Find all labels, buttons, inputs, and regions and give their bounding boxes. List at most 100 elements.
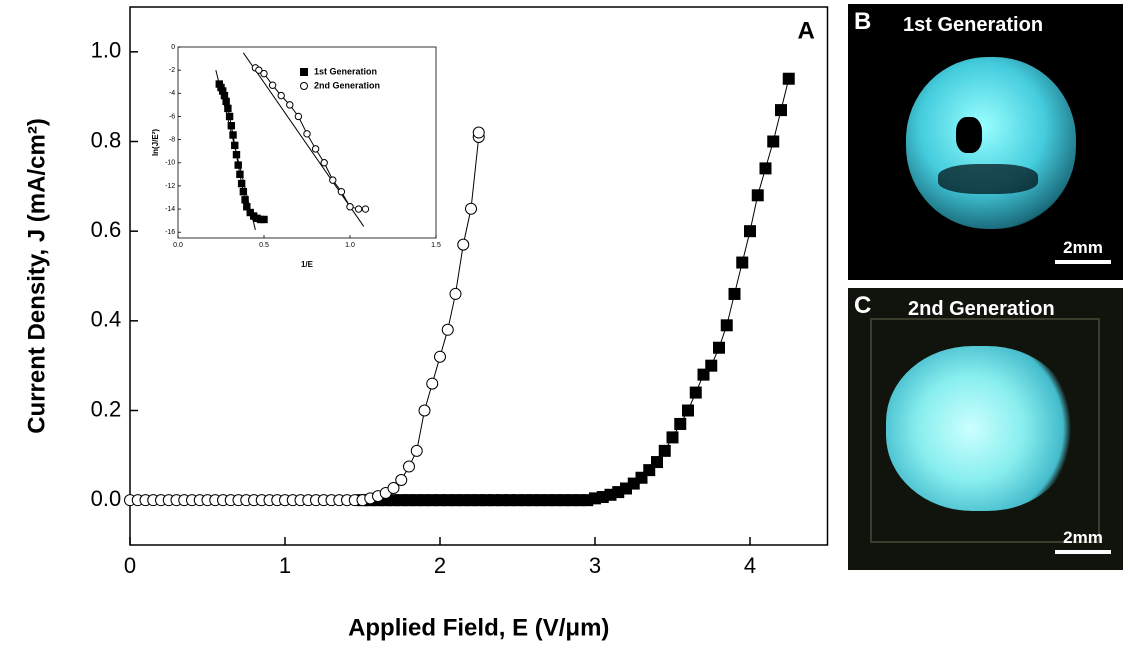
y-tick-label: 0.4 bbox=[91, 307, 122, 332]
marker bbox=[457, 238, 470, 251]
marker bbox=[759, 162, 772, 175]
scale-bar: 2mm bbox=[1055, 528, 1111, 554]
scale-label: 2mm bbox=[1063, 238, 1103, 257]
marker bbox=[320, 159, 328, 167]
marker bbox=[395, 473, 408, 486]
marker bbox=[222, 97, 230, 106]
panel-title: 1st Generation bbox=[903, 14, 1044, 36]
panel-letter: C bbox=[854, 292, 872, 319]
x-tick-label: 1.0 bbox=[345, 242, 355, 249]
x-tick-label: 2 bbox=[434, 553, 446, 578]
marker bbox=[782, 72, 795, 85]
x-tick-label: 3 bbox=[589, 553, 601, 578]
marker bbox=[767, 135, 780, 148]
marker bbox=[441, 323, 454, 336]
marker bbox=[643, 464, 656, 477]
y-tick-label: -14 bbox=[165, 206, 175, 213]
plot-frame bbox=[177, 46, 437, 239]
marker bbox=[689, 386, 702, 399]
marker bbox=[239, 187, 248, 196]
marker bbox=[255, 66, 263, 74]
marker bbox=[227, 122, 236, 130]
y-tick-label: -12 bbox=[165, 183, 175, 190]
x-tick-label: 0 bbox=[124, 553, 136, 578]
marker bbox=[231, 141, 239, 150]
scale-label: 2mm bbox=[1063, 528, 1103, 547]
y-tick-label: 0 bbox=[171, 44, 175, 51]
y-tick-label: -4 bbox=[169, 90, 175, 97]
marker bbox=[225, 112, 234, 121]
y-tick-label: -10 bbox=[165, 160, 175, 167]
scale-line bbox=[1055, 550, 1111, 554]
scale-bar: 2mm bbox=[1055, 238, 1111, 264]
marker bbox=[418, 404, 431, 417]
legend-label: 1st Generation bbox=[314, 66, 377, 76]
legend-marker bbox=[300, 68, 308, 76]
marker bbox=[434, 350, 446, 363]
marker bbox=[674, 417, 687, 430]
marker bbox=[337, 187, 346, 196]
panel-letter: A bbox=[798, 17, 815, 44]
marker bbox=[286, 101, 294, 109]
x-tick-label: 0.5 bbox=[259, 242, 269, 249]
marker bbox=[736, 256, 749, 269]
y-tick-label: -2 bbox=[169, 67, 175, 74]
marker bbox=[260, 215, 268, 224]
marker bbox=[465, 202, 477, 215]
emission-image bbox=[886, 346, 1074, 511]
marker bbox=[651, 456, 663, 469]
y-tick-label: -6 bbox=[169, 113, 175, 120]
fit-line bbox=[242, 52, 365, 227]
marker bbox=[744, 225, 756, 238]
dark-spot bbox=[938, 164, 1038, 194]
marker bbox=[410, 444, 423, 457]
marker bbox=[426, 377, 439, 390]
marker bbox=[232, 150, 241, 159]
marker bbox=[229, 131, 237, 139]
y-tick-label: 0.2 bbox=[91, 396, 122, 421]
marker bbox=[705, 359, 718, 372]
panel-c: C 2nd Generation 2mm bbox=[848, 288, 1123, 570]
marker bbox=[387, 482, 400, 495]
marker bbox=[697, 368, 710, 381]
marker bbox=[236, 170, 244, 179]
y-tick-label: -16 bbox=[165, 229, 175, 236]
dark-spot bbox=[956, 117, 982, 153]
marker bbox=[234, 161, 242, 169]
marker bbox=[361, 205, 370, 213]
marker bbox=[720, 319, 733, 332]
emission-image bbox=[906, 57, 1076, 229]
y-axis-label: ln(J/E²) bbox=[151, 129, 160, 156]
y-tick-label: -8 bbox=[169, 136, 175, 143]
marker bbox=[775, 104, 787, 117]
marker bbox=[260, 69, 268, 78]
marker bbox=[268, 81, 277, 89]
marker bbox=[751, 189, 764, 202]
y-tick-label: 1.0 bbox=[91, 38, 122, 63]
y-tick-label: 0.8 bbox=[91, 127, 122, 152]
marker bbox=[635, 471, 648, 484]
marker bbox=[346, 203, 354, 211]
marker bbox=[277, 91, 285, 100]
marker bbox=[241, 196, 249, 204]
x-tick-label: 1 bbox=[279, 553, 291, 578]
marker bbox=[329, 176, 337, 184]
marker bbox=[728, 287, 741, 300]
marker bbox=[237, 179, 246, 188]
x-axis-label: 1/E bbox=[301, 260, 314, 269]
legend-marker bbox=[300, 82, 308, 90]
panel-b: B 1st Generation 2mm bbox=[848, 4, 1123, 280]
y-tick-label: 0.0 bbox=[91, 486, 122, 511]
panel-title: 2nd Generation bbox=[908, 298, 1055, 320]
x-axis-label: Applied Field, E (V/μm) bbox=[348, 614, 609, 641]
marker bbox=[224, 104, 232, 113]
panel-letter: B bbox=[854, 8, 872, 35]
x-tick-label: 1.5 bbox=[431, 242, 441, 249]
marker bbox=[666, 431, 679, 444]
marker bbox=[354, 205, 363, 213]
marker bbox=[294, 112, 303, 121]
marker bbox=[472, 126, 485, 139]
scale-line bbox=[1055, 260, 1111, 264]
